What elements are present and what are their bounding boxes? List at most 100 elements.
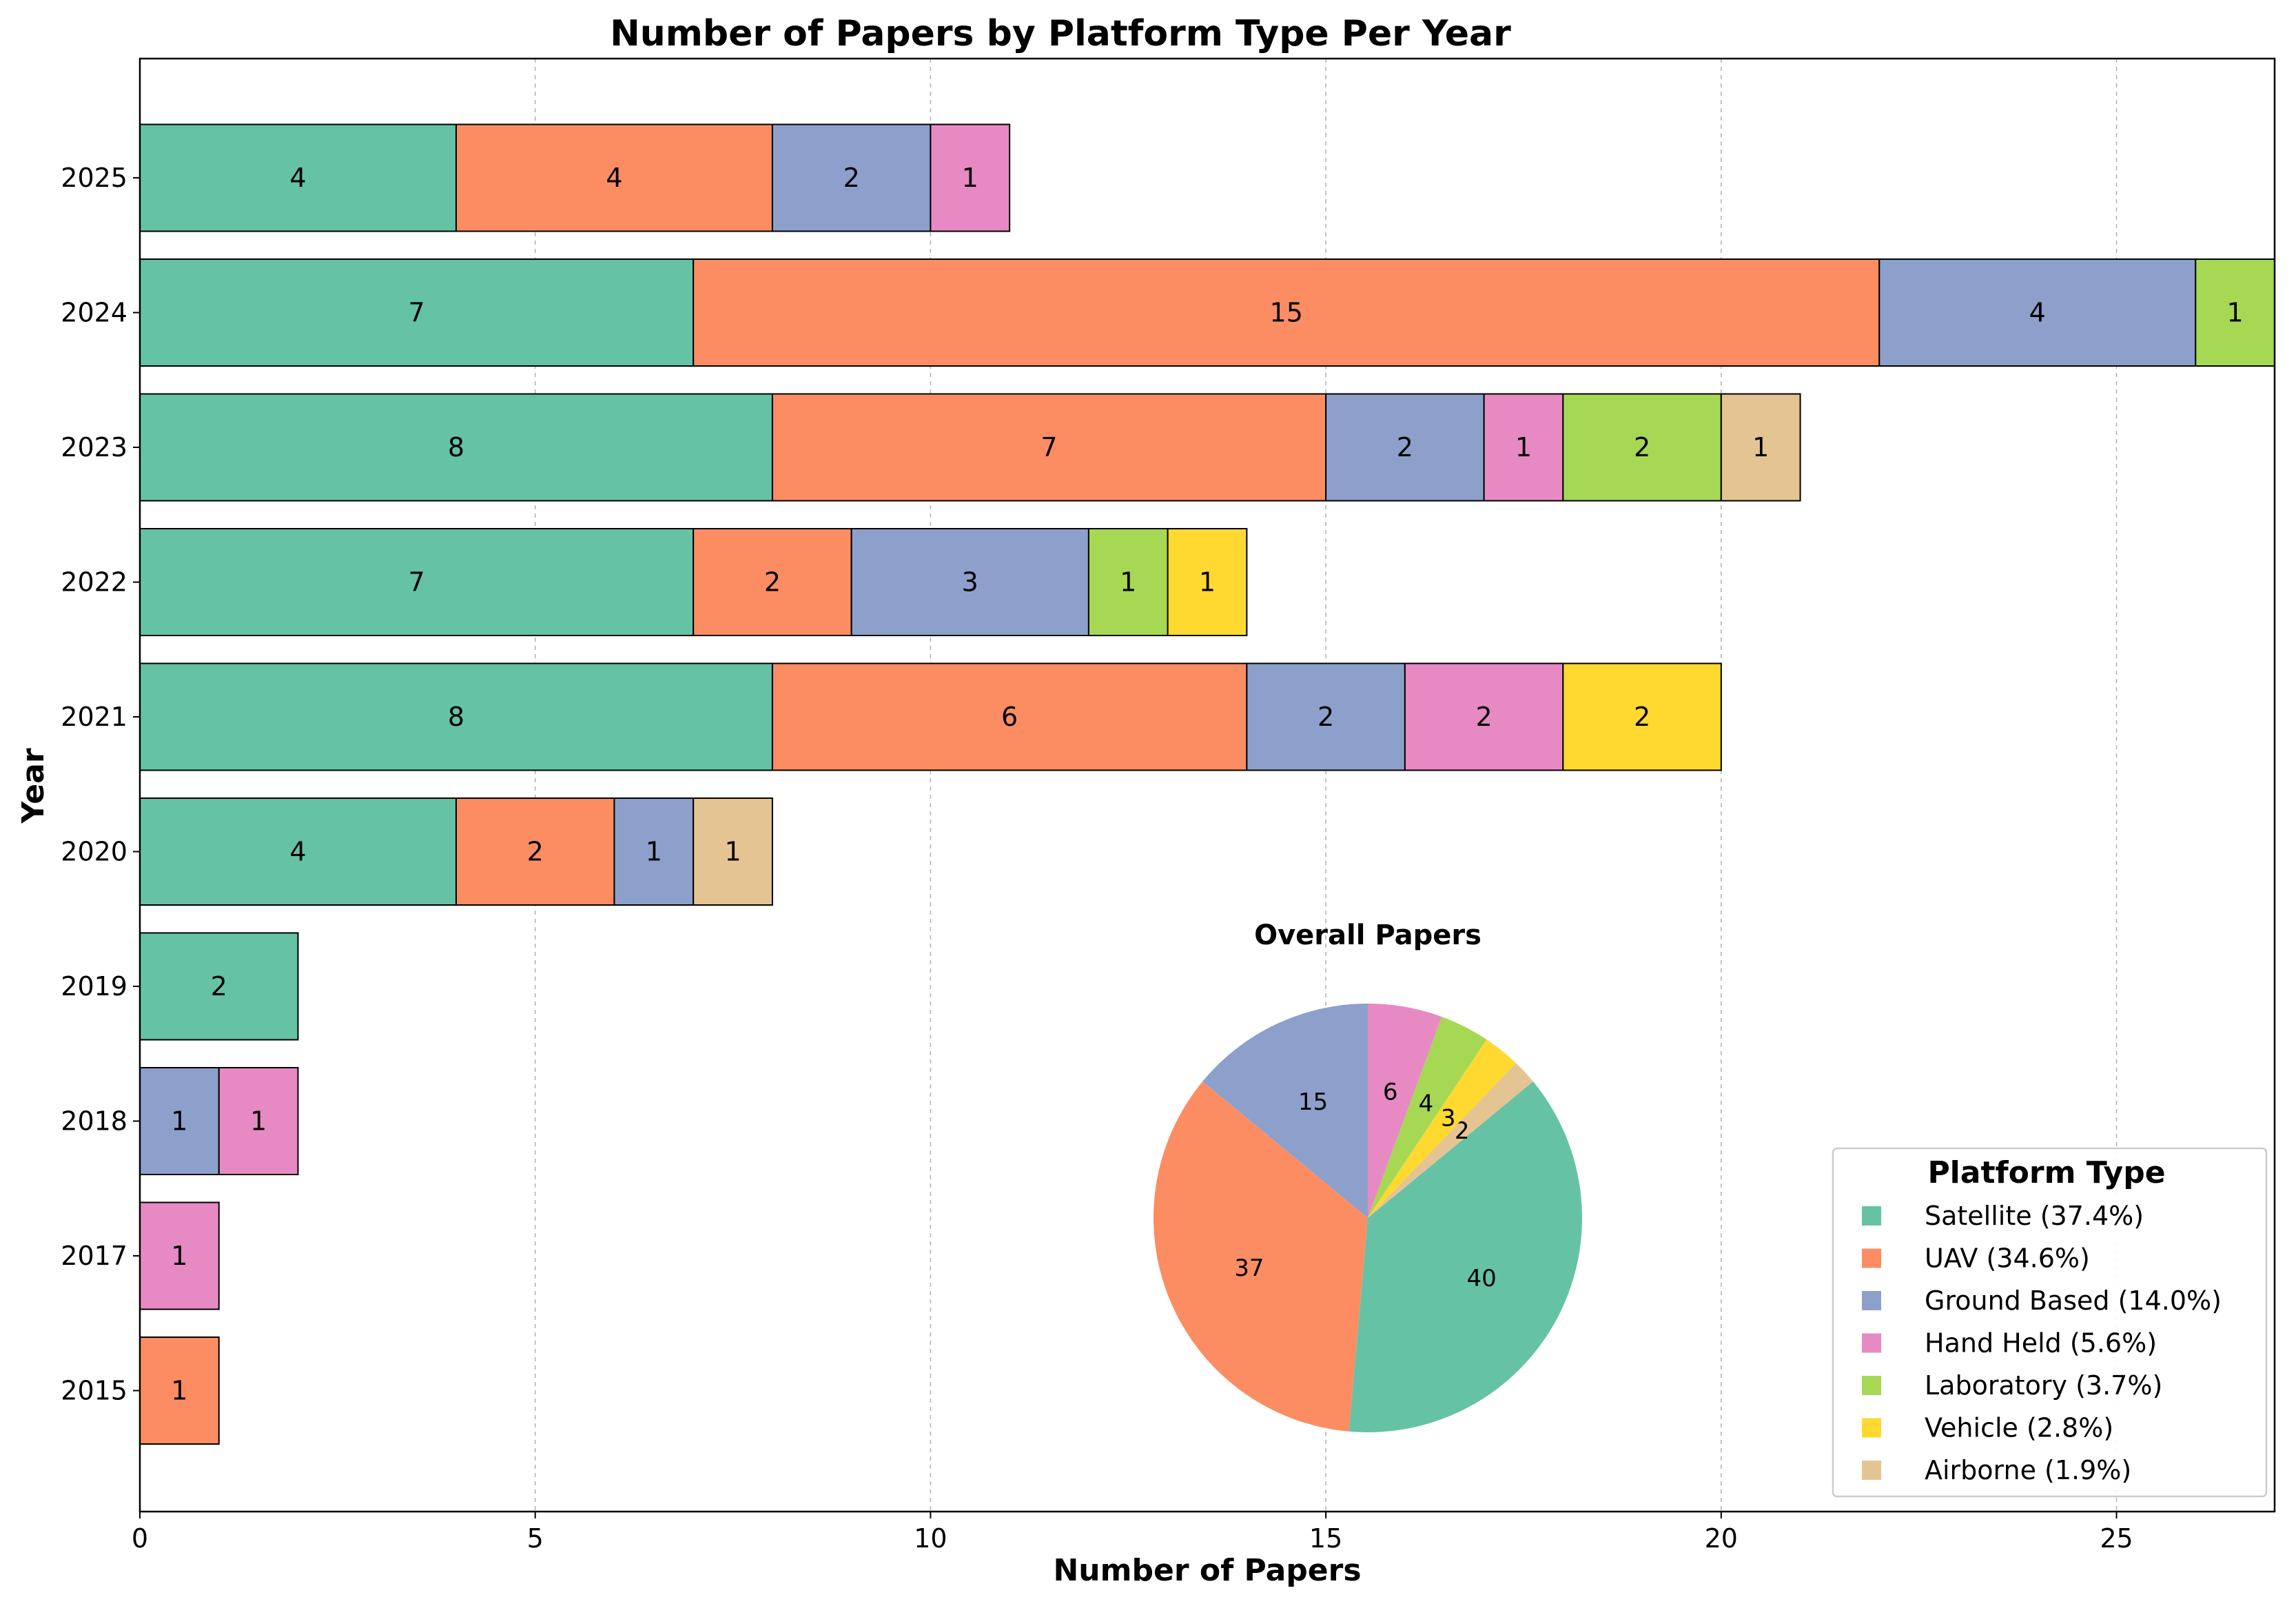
bar-segment-ground-based (850, 528, 1089, 636)
y-tick-label: 2024 (61, 298, 127, 328)
bar-segment-laboratory (2195, 258, 2276, 367)
bar-value-label: 4 (289, 163, 306, 193)
pie-value-label: 6 (1383, 1078, 1398, 1106)
x-tick-label: 15 (1309, 1523, 1342, 1554)
legend-swatch (1862, 1291, 1881, 1310)
legend: Platform Type Satellite (37.4%) UAV (34.6… (1832, 1147, 2268, 1498)
bar-segment-satellite (139, 393, 773, 502)
pie-slice-satellite (1349, 1081, 1583, 1432)
bar-segment-uav (693, 528, 852, 636)
pie-value-label: 40 (1466, 1265, 1496, 1292)
bar-segment-uav (139, 1336, 220, 1445)
bar-segment-uav (455, 123, 773, 232)
bar-value-label: 7 (408, 298, 424, 328)
bar-value-label: 6 (1001, 702, 1018, 732)
bar-value-label: 4 (606, 163, 622, 193)
bar-value-label: 1 (171, 1376, 187, 1406)
x-axis-label: Number of Papers (1053, 1553, 1361, 1588)
bar-value-label: 1 (1199, 567, 1216, 598)
legend-entry-label: Airborne (1.9%) (1925, 1455, 2131, 1485)
pie-slice-hand-held (1368, 1004, 1442, 1218)
bar-segment-laboratory (1087, 528, 1169, 636)
legend-swatch (1862, 1333, 1881, 1353)
bar-segment-hand-held (1404, 662, 1564, 771)
bar-value-label: 2 (211, 971, 227, 1002)
bar-value-label: 2 (764, 567, 781, 598)
bar-value-label: 1 (2227, 298, 2244, 328)
bar-value-label: 1 (962, 163, 978, 193)
bar-value-label: 3 (962, 567, 978, 598)
bar-value-label: 1 (1752, 432, 1769, 463)
bar-segment-ground-based (771, 123, 932, 232)
bar-value-label: 1 (1515, 432, 1532, 463)
bar-segment-hand-held (139, 1201, 220, 1310)
legend-entry-label: Ground Based (14.0%) (1925, 1285, 2222, 1316)
legend-entry-label: Satellite (37.4%) (1925, 1201, 2144, 1231)
pie-slice-ground-based (1202, 1004, 1368, 1218)
legend-entry-label: Laboratory (3.7%) (1925, 1370, 2162, 1401)
bar-value-label: 7 (408, 567, 424, 598)
bar-segment-ground-based (1878, 258, 2197, 367)
bar-segment-vehicle (1167, 528, 1248, 636)
legend-entry-label: Hand Held (5.6%) (1925, 1328, 2157, 1359)
bar-segment-satellite (139, 258, 695, 367)
bar-segment-satellite (139, 662, 773, 771)
bar-segment-uav (771, 662, 1248, 771)
legend-swatch (1862, 1461, 1881, 1480)
legend-swatch (1862, 1206, 1881, 1226)
pie-slice-vehicle (1368, 1039, 1517, 1218)
x-tick-label: 25 (2100, 1523, 2133, 1554)
bar-value-label: 2 (1634, 432, 1650, 463)
y-tick-label: 2022 (61, 567, 127, 598)
bar-value-label: 1 (171, 1106, 187, 1137)
y-tick-label: 2021 (61, 702, 127, 732)
bar-value-label: 1 (250, 1106, 267, 1137)
pie-value-label: 3 (1441, 1104, 1456, 1132)
bar-value-label: 1 (1120, 567, 1136, 598)
bar-segment-uav (771, 393, 1327, 502)
bar-segment-satellite (139, 797, 457, 906)
bar-value-label: 2 (843, 163, 860, 193)
pie-value-label: 37 (1234, 1254, 1264, 1282)
pie-value-label: 2 (1455, 1117, 1470, 1145)
bar-value-label: 2 (1318, 702, 1334, 732)
bar-value-label: 1 (171, 1241, 187, 1271)
legend-title: Platform Type (1927, 1155, 2165, 1190)
legend-box (1832, 1147, 2268, 1498)
x-tick-label: 10 (914, 1523, 947, 1554)
bar-value-label: 2 (1475, 702, 1492, 732)
legend-swatch (1862, 1418, 1881, 1438)
x-axis-ticks: 0 5 10 15 20 25 (132, 1512, 2133, 1554)
pie-value-label: 4 (1419, 1090, 1434, 1118)
bar-value-label: 4 (2029, 298, 2046, 328)
legend-entry-label: Vehicle (2.8%) (1925, 1413, 2113, 1443)
bar-segment-ground-based (613, 797, 695, 906)
bar-segment-ground-based (139, 1067, 220, 1175)
y-axis-ticks: 2025 2024 2023 2022 2021 2020 2019 2018 2017 2015 (61, 163, 140, 1406)
y-tick-label: 2020 (61, 837, 127, 867)
bar-value-label: 7 (1041, 432, 1057, 463)
x-tick-label: 5 (527, 1523, 544, 1554)
pie-slice-airborne (1368, 1063, 1533, 1218)
bar-segment-hand-held (218, 1067, 299, 1175)
pie-slice-uav (1154, 1081, 1368, 1432)
pie-value-label: 15 (1298, 1088, 1328, 1116)
bar-value-label: 1 (724, 837, 741, 867)
bar-segment-vehicle (1562, 662, 1722, 771)
y-tick-label: 2023 (61, 432, 127, 463)
y-tick-label: 2019 (61, 971, 127, 1002)
bar-segment-laboratory (1562, 393, 1722, 502)
y-tick-label: 2015 (61, 1376, 127, 1406)
chart-title: Number of Papers by Platform Type Per Ye… (610, 13, 1511, 54)
bar-value-label: 8 (448, 432, 464, 463)
pie-slice-laboratory (1368, 1017, 1487, 1218)
bar-segment-hand-held (930, 123, 1011, 232)
bar-value-label: 4 (289, 837, 306, 867)
x-tick-label: 20 (1705, 1523, 1738, 1554)
bar-value-label: 2 (1397, 432, 1413, 463)
bar-value-label: 1 (646, 837, 662, 867)
legend-entry-label: UAV (34.6%) (1925, 1243, 2090, 1274)
bar-value-label: 2 (527, 837, 544, 867)
